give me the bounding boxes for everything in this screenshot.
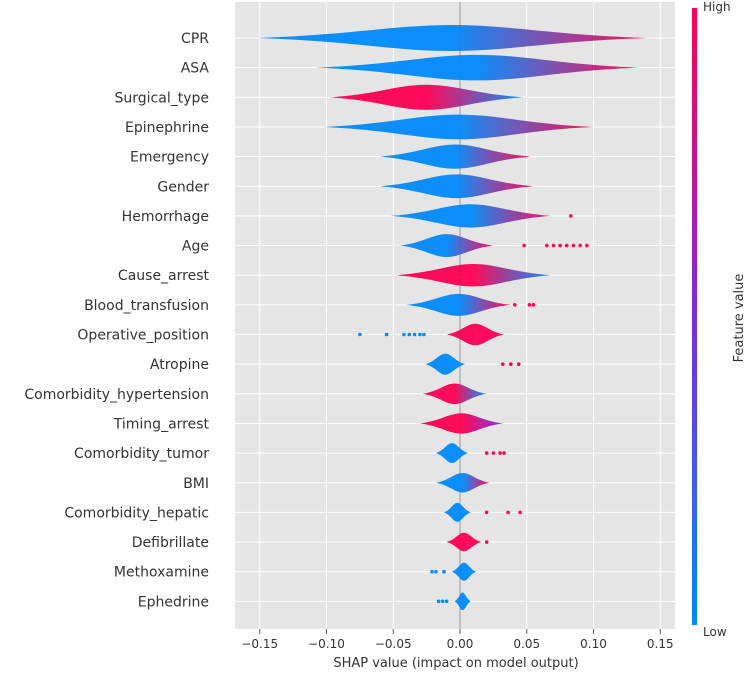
feature-label: Emergency xyxy=(130,150,209,166)
feature-label: Timing_arrest xyxy=(113,416,210,432)
outlier-point xyxy=(502,451,506,455)
violin-age xyxy=(399,234,494,258)
feature-label: ASA xyxy=(181,61,210,77)
violin-series xyxy=(257,25,647,611)
violin-timing-arrest xyxy=(419,413,503,434)
outlier-point xyxy=(498,451,502,455)
violin-emergency xyxy=(379,144,531,169)
violin-methoxamine xyxy=(451,562,477,581)
outlier-point xyxy=(484,510,489,515)
outlier-point xyxy=(412,332,417,337)
outlier-point xyxy=(500,362,505,366)
outlier-point xyxy=(512,303,517,307)
outlier-point xyxy=(518,510,522,515)
feature-label: BMI xyxy=(183,476,209,492)
x-axis-title: SHAP value (impact on model output) xyxy=(333,656,578,671)
violin-comorbidity-tumor xyxy=(435,443,469,464)
x-tick-label: 0.15 xyxy=(647,637,674,651)
outlier-point xyxy=(430,569,434,574)
violin-epinephrine xyxy=(323,114,594,140)
x-tick-label: 0.05 xyxy=(513,637,540,651)
outlier-point xyxy=(516,362,521,366)
outlier-point xyxy=(578,243,582,248)
feature-label: Age xyxy=(182,239,209,255)
violin-cause-arrest xyxy=(395,263,551,287)
violin-comorbidity-hepatic xyxy=(443,502,471,522)
outlier-point xyxy=(384,332,389,337)
colorbar-high-label: High xyxy=(703,0,731,14)
feature-label: Atropine xyxy=(150,357,209,373)
outlier-point xyxy=(508,362,513,366)
outlier-point xyxy=(442,569,446,574)
feature-label: Ephedrine xyxy=(138,594,209,610)
feature-label: Epinephrine xyxy=(125,120,209,136)
feature-label: Operative_position xyxy=(77,328,209,344)
outlier-point xyxy=(551,243,556,248)
feature-label: Cause_arrest xyxy=(118,268,210,284)
feature-label: Comorbidity_tumor xyxy=(74,446,209,462)
violin-atropine xyxy=(425,353,466,375)
outlier-point xyxy=(484,540,489,544)
outlier-point xyxy=(585,243,589,248)
outlier-point xyxy=(434,569,438,574)
x-tick-label: −0.10 xyxy=(308,637,345,651)
violin-operative-position xyxy=(446,323,505,346)
outlier-point xyxy=(484,451,489,455)
feature-label: Hemorrhage xyxy=(122,209,209,225)
x-tick-label: −0.15 xyxy=(241,637,278,651)
outlier-point xyxy=(422,332,426,337)
outlier-point xyxy=(569,214,573,218)
outlier-point xyxy=(440,599,445,604)
x-tick-label: 0.00 xyxy=(447,637,474,651)
violin-bmi xyxy=(435,473,490,493)
violin-comorbidity-hypertension xyxy=(422,383,487,405)
outlier-point xyxy=(558,243,562,248)
x-tick-label: 0.10 xyxy=(580,637,607,651)
feature-label: Defibrillate xyxy=(132,535,209,551)
feature-label: Gender xyxy=(157,179,209,195)
feature-label: CPR xyxy=(181,31,209,47)
outlier-point xyxy=(407,332,412,337)
outlier-point xyxy=(506,510,510,515)
outlier-point xyxy=(402,332,406,337)
feature-label: Methoxamine xyxy=(114,565,209,581)
outlier-point xyxy=(544,243,549,248)
x-axis-ticks: −0.15 −0.10 −0.05 0.00 0.05 0.10 0.15 xyxy=(241,629,674,651)
violin-cpr xyxy=(257,25,647,51)
violin-gender xyxy=(379,174,534,199)
violin-hemorrhage xyxy=(390,204,551,228)
feature-label: Comorbidity_hepatic xyxy=(64,505,209,521)
outlier-point xyxy=(444,599,449,604)
violin-blood-transfusion xyxy=(406,293,511,316)
violin-ephedrine xyxy=(454,592,471,611)
outlier-point xyxy=(527,303,532,307)
violin-asa xyxy=(315,54,639,81)
outlier-point xyxy=(418,332,422,337)
feature-label: Comorbidity_hypertension xyxy=(24,387,209,403)
violin-defibrillate xyxy=(446,532,482,552)
outlier-point xyxy=(531,303,536,307)
colorbar-title: Feature value xyxy=(732,274,745,363)
violin-surgical-type xyxy=(329,84,525,110)
outlier-point xyxy=(571,243,576,248)
outlier-point xyxy=(358,332,362,337)
outlier-point xyxy=(491,451,496,455)
colorbar xyxy=(692,8,697,625)
x-tick-label: −0.05 xyxy=(375,637,412,651)
colorbar-low-label: Low xyxy=(703,625,727,639)
feature-label: Blood_transfusion xyxy=(84,298,209,314)
outlier-point xyxy=(436,599,441,604)
feature-labels: CPR ASA Surgical_type Epinephrine Emergency G… xyxy=(24,31,209,610)
outlier-point xyxy=(565,243,569,248)
feature-label: Surgical_type xyxy=(115,90,210,106)
outlier-point xyxy=(522,243,526,248)
